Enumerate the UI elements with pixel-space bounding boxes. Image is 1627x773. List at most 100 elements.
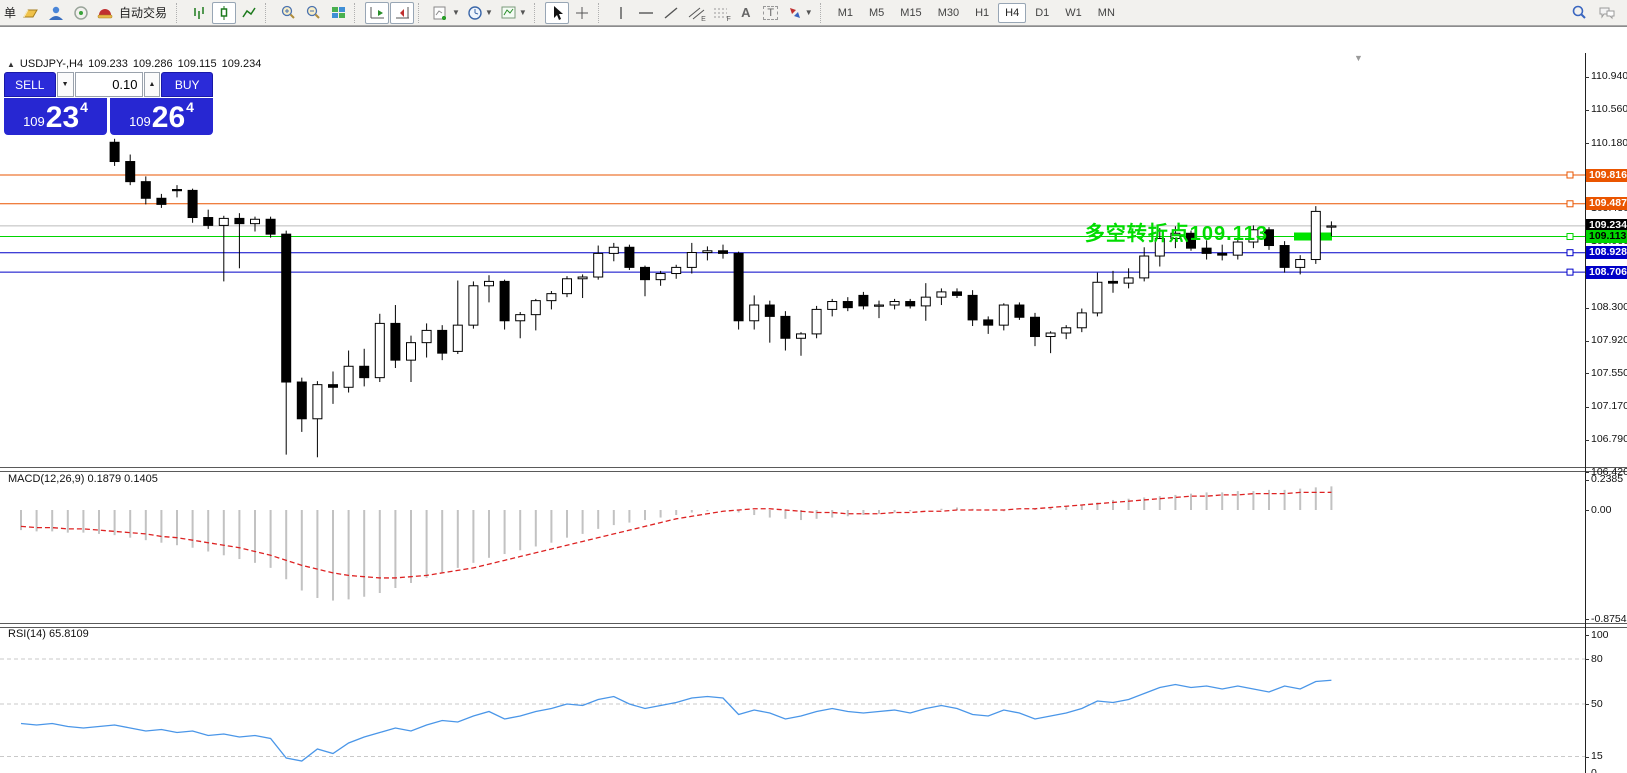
buy-price-small: 109 [129,114,151,129]
lot-size-input[interactable] [74,72,143,97]
toolbar-separator [533,2,541,23]
axis-tick [1585,340,1589,342]
axis-tick-label: 107.920 [1591,334,1627,347]
auto-scroll-icon[interactable] [365,1,390,24]
axis-tick [1585,76,1589,78]
chat-icon[interactable] [1595,2,1619,24]
gold-bar-icon[interactable] [19,2,43,24]
axis-tick [1585,439,1589,441]
price-level-badge: 109.113 [1586,230,1627,243]
sell-button[interactable]: SELL [4,72,56,97]
axis-tick-label: 15 [1591,750,1603,762]
timeframe-button-d1[interactable]: D1 [1035,6,1050,19]
chevron-down-icon: ▼ [804,8,813,17]
price-level-badge: 108.706 [1586,265,1627,279]
text-label-icon[interactable]: T [759,2,783,24]
pivot-annotation: 多空转折点109.113 [1084,223,1268,245]
templates-button[interactable]: ▼ [497,2,530,24]
community-icon[interactable] [44,2,68,24]
chevron-down-icon: ▼ [518,8,527,17]
pane-splitter-macd[interactable] [0,467,1627,472]
rsi-indicator-header: RSI(14) 65.8109 [8,628,89,640]
timeframe-button-h4[interactable]: H4 [998,2,1027,23]
level-line-handle [1566,200,1574,208]
toolbar-separator [176,2,183,23]
autotrading-label: 自动交易 [119,6,168,20]
sell-price-sup: 4 [80,99,88,115]
axis-tick [1585,756,1589,758]
symbol-period-label: USDJPY-,H4 [19,58,84,70]
rsi-line [20,679,1332,762]
zoom-in-icon[interactable] [276,2,300,24]
axis-tick-label: 50 [1591,697,1603,710]
axis-tick-label: -0.8754 [1591,612,1627,625]
axis-tick [1585,619,1589,620]
axis-tick [1585,510,1589,511]
timeframe-button-m15[interactable]: M15 [900,6,922,19]
lot-increase-button[interactable]: ▲ [143,72,161,97]
timeframe-button-m30[interactable]: M30 [937,6,960,19]
sell-price-display[interactable]: 109 23 4 [4,98,107,135]
axis-tick-label: 107.170 [1591,400,1627,413]
one-click-trading-panel: SELL ▼ ▲ BUY 109 23 4 109 26 4 [4,72,213,135]
collapse-arrow-icon[interactable]: ▲ [7,59,15,69]
periods-button[interactable]: ▼ [464,2,496,24]
plot-border [1585,53,1586,773]
level-line-handle [1566,268,1574,276]
search-icon[interactable] [1567,2,1591,24]
timeframe-button-h1[interactable]: H1 [975,6,990,19]
channel-icon[interactable]: E [684,2,708,24]
axis-tick-label: 80 [1591,652,1603,665]
axis-tick [1585,472,1589,474]
ohlc-high: 109.286 [132,58,173,70]
axis-tick [1585,659,1589,660]
timeframe-button-mn[interactable]: MN [1097,6,1115,19]
axis-tick [1585,704,1589,705]
toolbar-separator [265,2,272,23]
candles-layer [109,138,1337,458]
buy-button[interactable]: BUY [161,72,213,97]
indicators-button[interactable]: ▼ [429,2,463,24]
buy-price-sup: 4 [186,99,194,115]
chart-window[interactable]: ▲ USDJPY-,H4 109.233 109.286 109.115 109… [0,26,1627,773]
buy-price-big: 26 [151,101,186,134]
axis-tick-label: 0.00 [1591,503,1612,516]
axis-tick-label: 110.940 [1591,70,1627,83]
pivot-thick-segment [1294,232,1332,241]
lot-decrease-button[interactable]: ▼ [56,72,74,97]
tile-windows-icon[interactable] [326,2,350,24]
price-level-badge: 109.816 [1586,168,1627,182]
chart-shift-icon[interactable] [390,1,415,24]
ohlc-close: 109.234 [221,58,262,70]
cursor-icon[interactable] [544,1,569,24]
fibonacci-icon[interactable]: F [709,2,733,24]
zoom-out-icon[interactable] [301,2,325,24]
axis-tick-label: 108.300 [1591,301,1627,314]
scroll-to-end-icon[interactable]: ▼ [1354,53,1363,63]
level-line-handle [1566,249,1574,257]
timeframe-buttons: M1 M5 M15 M30 H1 H4 D1 W1 MN [831,2,1122,23]
signals-icon[interactable] [69,2,93,24]
ohlc-low: 109.115 [177,58,217,70]
pane-splitter-rsi[interactable] [0,623,1627,628]
autotrading-button[interactable]: 自动交易 [94,2,172,24]
new-order-partial-button[interactable]: 单 [4,6,17,20]
axis-tick-label: 0 [1591,766,1597,773]
horizontal-line-icon[interactable] [634,2,658,24]
axis-tick [1585,143,1589,145]
toolbar-separator [418,2,425,23]
crosshair-icon[interactable] [570,2,594,24]
arrows-icon[interactable]: ▼ [784,2,816,24]
buy-price-display[interactable]: 109 26 4 [110,98,213,135]
price-level-badge: 109.487 [1586,197,1627,211]
candlestick-chart-icon[interactable] [212,1,237,24]
line-chart-icon[interactable] [237,2,261,24]
vertical-line-icon[interactable] [609,2,633,24]
timeframe-button-m5[interactable]: M5 [869,6,885,19]
timeframe-button-m1[interactable]: M1 [837,6,853,19]
bar-chart-icon[interactable] [187,2,211,24]
timeframe-button-w1[interactable]: W1 [1065,6,1082,19]
text-icon[interactable]: A [741,5,751,20]
trendline-icon[interactable] [659,2,683,24]
